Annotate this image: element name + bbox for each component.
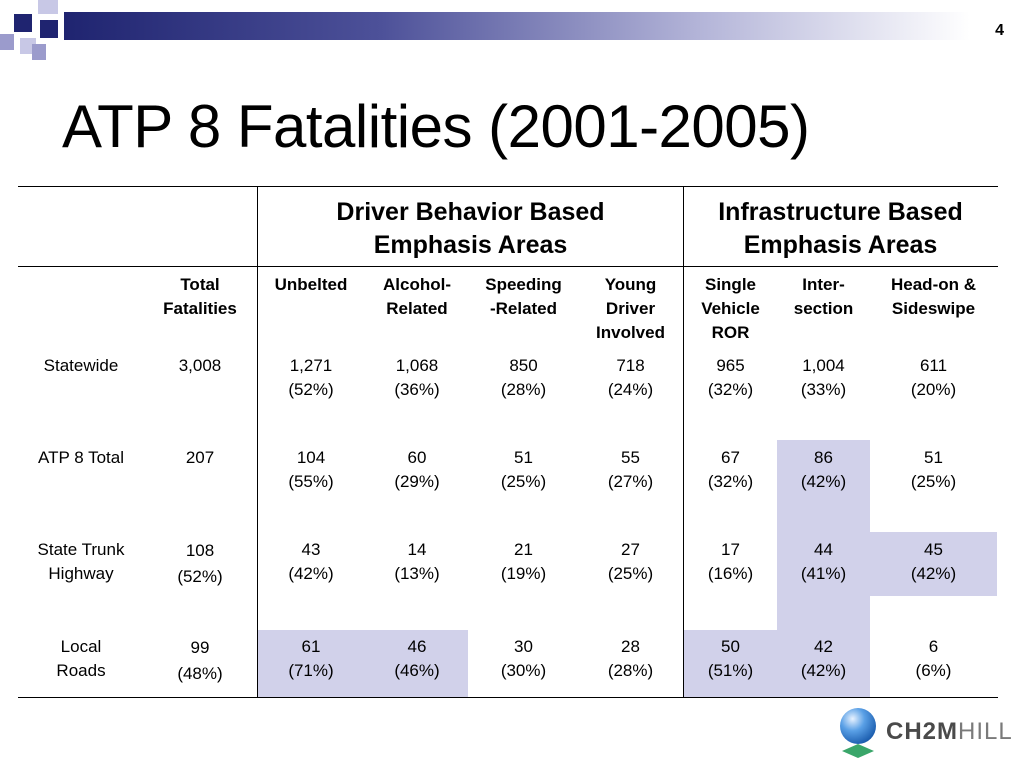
table-cell: 51 (25%) xyxy=(910,448,957,491)
column-header-head-on: Head-on & Sideswipe xyxy=(891,275,976,318)
table-cell: 86 (42%) xyxy=(800,448,847,491)
corner-square xyxy=(32,44,46,60)
table-cell: 3,008 xyxy=(178,356,222,375)
slide-title: ATP 8 Fatalities (2001-2005) xyxy=(62,93,810,160)
column-header-total-fatalities: Total Fatalities xyxy=(163,275,237,318)
table-top-rule xyxy=(18,186,998,187)
slide-number: 4 xyxy=(995,22,1004,39)
highlight-cell xyxy=(777,596,870,630)
highlight-cell xyxy=(258,630,468,697)
table-cell: 28 (28%) xyxy=(607,637,654,680)
header-rule xyxy=(18,266,998,267)
row-label-statewide: Statewide xyxy=(43,356,119,375)
highlight-cell xyxy=(684,630,870,697)
corner-square xyxy=(0,34,14,50)
group-header-driver: Driver Behavior Based Emphasis Areas xyxy=(336,198,605,259)
table-cell: 27 (25%) xyxy=(607,540,654,583)
row-label-atp8-total: ATP 8 Total xyxy=(38,448,124,467)
table-cell: 61 (71%) xyxy=(288,637,334,680)
table-cell: 1,271 (52%) xyxy=(288,356,334,399)
column-header-young-driver: Young Driver Involved xyxy=(596,275,665,342)
highlight-cell xyxy=(777,532,997,596)
table-cell: 17 (16%) xyxy=(707,540,754,583)
table-cell: 51 (25%) xyxy=(500,448,547,491)
table-cell: 46 (46%) xyxy=(394,637,440,680)
table-cell: 207 xyxy=(185,448,215,467)
table-cell: 1,068 (36%) xyxy=(394,356,440,399)
table-cell: 60 (29%) xyxy=(394,448,440,491)
table-cell: 108 (52%) xyxy=(177,541,223,586)
row-label-state-trunk-highway: State Trunk Highway xyxy=(37,540,125,583)
table-cell: 1,004 (33%) xyxy=(800,356,847,399)
corner-square xyxy=(14,14,32,32)
column-header-unbelted: Unbelted xyxy=(274,275,348,294)
column-header-speeding: Speeding -Related xyxy=(485,275,562,318)
table-bottom-rule xyxy=(18,697,998,698)
header-gradient-bar xyxy=(64,12,970,40)
company-logo: CH2MHILL xyxy=(886,718,1013,745)
table-cell: 44 (41%) xyxy=(800,540,847,583)
table-cell: 50 (51%) xyxy=(707,637,754,680)
table-cell: 21 (19%) xyxy=(500,540,547,583)
column-header-alcohol: Alcohol- Related xyxy=(383,275,451,318)
highlight-cell xyxy=(777,440,870,532)
table-cell: 45 (42%) xyxy=(910,540,957,583)
corner-square xyxy=(40,20,58,38)
table-cell: 67 (32%) xyxy=(707,448,754,491)
logo-base-icon xyxy=(842,744,874,758)
table-cell: 965 (32%) xyxy=(707,356,754,399)
table-cell: 6 (6%) xyxy=(915,637,952,680)
column-divider xyxy=(683,186,684,698)
table-cell: 43 (42%) xyxy=(288,540,334,583)
table-cell: 42 (42%) xyxy=(800,637,847,680)
logo-globe-icon xyxy=(840,708,876,744)
column-divider xyxy=(257,186,258,698)
table-cell: 850 (28%) xyxy=(500,356,547,399)
table-cell: 104 (55%) xyxy=(288,448,334,491)
table-cell: 718 (24%) xyxy=(607,356,654,399)
column-header-intersection: Inter- section xyxy=(793,275,854,318)
table-cell: 99 (48%) xyxy=(177,638,223,683)
table-cell: 611 (20%) xyxy=(910,356,957,399)
table-cell: 14 (13%) xyxy=(394,540,440,583)
row-label-local-roads: Local Roads xyxy=(56,637,106,680)
column-header-single-vehicle: Single Vehicle ROR xyxy=(701,275,760,342)
table-cell: 30 (30%) xyxy=(500,637,547,680)
corner-square xyxy=(38,0,58,14)
group-header-infrastructure: Infrastructure Based Emphasis Areas xyxy=(718,198,963,259)
table-cell: 55 (27%) xyxy=(607,448,654,491)
